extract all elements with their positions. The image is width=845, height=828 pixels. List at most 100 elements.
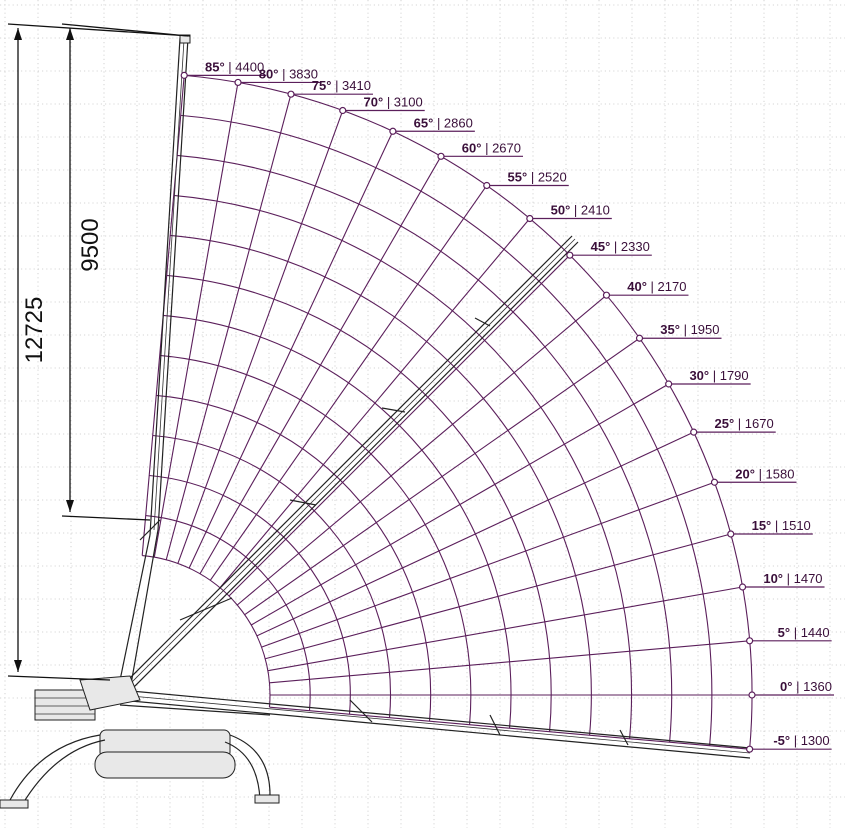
angle-label-20deg: 20° | 1580 <box>710 466 797 486</box>
dimension-12725: 12725 <box>7 23 191 681</box>
angle-label-75deg: 75° | 3410 <box>287 78 373 98</box>
angle-value: 0° <box>780 679 792 694</box>
angle-value: 80° <box>259 66 279 81</box>
dimension-9500: 9500 <box>61 23 189 521</box>
angle-value: -5° <box>773 733 790 748</box>
angle-label-50deg: 50° | 2410 <box>526 203 612 223</box>
angle-load-text: 20° | 1580 <box>735 466 794 481</box>
arc-line <box>180 114 713 746</box>
angle-label-45deg: 45° | 2330 <box>566 239 652 259</box>
load-value: | 3830 <box>278 66 318 81</box>
arc-line <box>152 434 392 718</box>
angle-load-text: 5° | 1440 <box>778 625 830 640</box>
angle-value: 30° <box>689 368 709 383</box>
angle-value: 45° <box>591 239 611 254</box>
angle-value: 75° <box>312 78 332 93</box>
arc-line <box>156 394 432 722</box>
load-value: | 2410 <box>570 203 610 218</box>
angle-value: 70° <box>364 95 384 110</box>
dimension-label-9500: 9500 <box>77 218 104 271</box>
load-value: | 2520 <box>527 169 567 184</box>
angle-value: 10° <box>763 571 783 586</box>
angle-load-text: 40° | 2170 <box>627 279 686 294</box>
arc-line <box>166 274 552 732</box>
angle-value: 40° <box>627 279 647 294</box>
angle-load-text: 25° | 1670 <box>715 416 774 431</box>
load-value: | 2330 <box>610 239 650 254</box>
angle-label-65deg: 65° | 2860 <box>389 115 475 135</box>
angle-load-text: 0° | 1360 <box>780 679 832 694</box>
arc-line <box>177 154 673 743</box>
horizontal-boom <box>119 689 751 759</box>
angle-label-10deg: 10° | 1470 <box>738 571 825 591</box>
angle-label-80deg: 80° | 3830 <box>234 66 321 87</box>
angle-load-text: 70° | 3100 <box>364 95 423 110</box>
angle-label-5deg: 5° | 1440 <box>746 625 832 645</box>
load-value: | 1790 <box>709 368 749 383</box>
angle-load-text: 85° | 4400 <box>205 59 264 74</box>
angle-value: 55° <box>508 169 528 184</box>
angle-load-text: 55° | 2520 <box>508 169 567 184</box>
load-value: | 3100 <box>383 95 423 110</box>
angle-load-text: -5° | 1300 <box>773 733 829 748</box>
angle-load-text: 30° | 1790 <box>689 368 748 383</box>
angle-value: 35° <box>660 322 680 337</box>
angle-value: 15° <box>752 518 772 533</box>
dimension-label-12725: 12725 <box>21 297 48 364</box>
load-value: | 1950 <box>680 322 720 337</box>
load-value: | 1670 <box>734 416 774 431</box>
angle-value: 50° <box>551 203 571 218</box>
angle-label-25deg: 25° | 1670 <box>690 416 776 436</box>
angle-label-70deg: 70° | 3100 <box>339 95 425 115</box>
angle-label-85deg: 85° | 4400 <box>180 59 267 79</box>
load-value: | 4400 <box>225 59 265 74</box>
arc-line <box>142 554 271 708</box>
angle-load-text: 35° | 1950 <box>660 322 719 337</box>
arc-lines <box>142 74 753 750</box>
angle-label-35deg: 35° | 1950 <box>635 322 722 342</box>
load-value: | 1470 <box>783 571 823 586</box>
load-value: | 1360 <box>792 679 832 694</box>
load-value: | 1580 <box>755 466 795 481</box>
load-value: | 2170 <box>647 279 687 294</box>
load-value: | 2860 <box>433 115 473 130</box>
arc-line <box>159 354 472 725</box>
angle-load-text: 45° | 2330 <box>591 239 650 254</box>
load-value: | 2670 <box>481 140 521 155</box>
angle-value: 65° <box>414 115 434 130</box>
crane-base <box>0 675 280 809</box>
arc-line <box>145 514 311 711</box>
angle-label--5deg: -5° | 1300 <box>746 733 832 753</box>
angle-label-60deg: 60° | 2670 <box>437 140 523 160</box>
arc-line <box>149 474 351 715</box>
arc-line <box>170 234 592 736</box>
diagonal-boom <box>117 235 579 696</box>
angle-load-text: 65° | 2860 <box>414 115 473 130</box>
angle-value: 25° <box>715 416 735 431</box>
angle-load-text: 75° | 3410 <box>312 78 371 93</box>
crane-illustration <box>0 34 751 809</box>
arc-line <box>173 194 632 739</box>
angle-load-text: 60° | 2670 <box>462 140 521 155</box>
angle-label-30deg: 30° | 1790 <box>665 368 751 388</box>
load-value: | 1300 <box>790 733 830 748</box>
angle-value: 5° <box>778 625 790 640</box>
angle-value: 85° <box>205 59 225 74</box>
arc-line <box>163 314 512 729</box>
angle-label-40deg: 40° | 2170 <box>602 279 689 299</box>
vertical-boom <box>117 34 191 691</box>
load-value: | 3410 <box>331 78 371 93</box>
angle-load-text: 80° | 3830 <box>259 66 318 81</box>
angle-value: 20° <box>735 466 755 481</box>
angle-label-15deg: 15° | 1510 <box>727 518 813 538</box>
angle-value: 60° <box>462 140 482 155</box>
angle-load-text: 50° | 2410 <box>551 203 610 218</box>
load-value: | 1510 <box>771 518 811 533</box>
load-value: | 1440 <box>790 625 830 640</box>
angle-load-text: 10° | 1470 <box>763 571 822 586</box>
angle-label-0deg: 0° | 1360 <box>748 679 834 699</box>
angle-label-55deg: 55° | 2520 <box>483 169 569 190</box>
angle-load-text: 15° | 1510 <box>752 518 811 533</box>
